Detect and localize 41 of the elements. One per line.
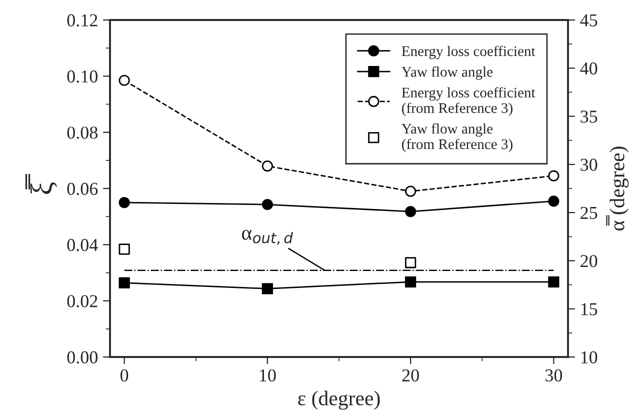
x-tick-label: 20 xyxy=(402,369,419,382)
point xyxy=(405,206,416,218)
x-tick-label: 30 xyxy=(546,369,562,382)
point xyxy=(262,283,273,294)
y2-tick-label: 30 xyxy=(580,158,598,171)
y2-tick-label: 10 xyxy=(581,351,598,364)
legend-label: Yaw flow angle xyxy=(402,66,493,80)
y-axis-title: ξ̿ xyxy=(25,174,58,194)
legend-label: Yaw flow angle (from Reference 3) xyxy=(402,123,512,152)
point xyxy=(548,196,560,207)
point xyxy=(548,170,560,182)
y-tick-label: 0.10 xyxy=(67,70,98,83)
legend-label: Energy loss coefficient (from Reference 3) xyxy=(402,87,536,116)
y2-tick-label: 25 xyxy=(580,206,598,220)
point xyxy=(405,276,416,288)
y-tick-label: 0.12 xyxy=(67,14,98,27)
y2-axis-title: α̿ (degree) xyxy=(606,146,629,230)
point xyxy=(262,198,273,210)
y-tick-label: 0.04 xyxy=(67,238,98,252)
y-tick-label: 0.08 xyxy=(67,126,98,139)
y2-tick-label: 20 xyxy=(580,254,598,268)
point xyxy=(262,160,273,172)
y2-tick-label: 40 xyxy=(580,62,598,75)
ref-line-label: α$_{out,d}$ xyxy=(242,230,293,245)
point xyxy=(548,276,560,288)
point xyxy=(118,196,130,208)
point xyxy=(118,74,130,86)
legend-label: Energy loss coefficient xyxy=(402,46,536,60)
point xyxy=(118,277,130,288)
y-tick-label: 0.00 xyxy=(67,351,98,364)
y2-tick-label: 15 xyxy=(581,303,598,316)
point xyxy=(405,257,416,268)
y2-tick-label: 35 xyxy=(580,110,598,123)
y-tick-label: 0.06 xyxy=(67,182,98,196)
point xyxy=(118,244,130,255)
x-tick-label: 10 xyxy=(260,369,276,382)
x-axis-title: ε (degree) xyxy=(298,390,380,410)
y-tick-label: 0.02 xyxy=(67,295,98,308)
x-tick-label: 0 xyxy=(120,369,128,382)
point xyxy=(405,186,416,197)
y2-tick-label: 45 xyxy=(580,14,598,26)
